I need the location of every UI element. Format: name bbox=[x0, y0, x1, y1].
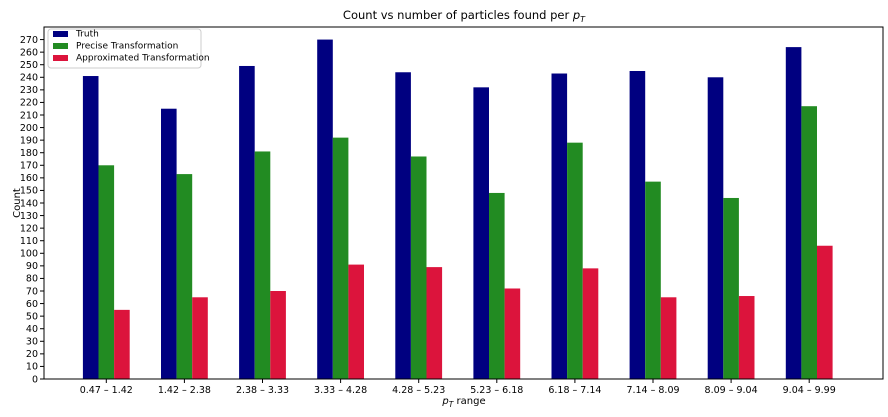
bar-3-3 bbox=[270, 291, 286, 379]
x-tick-label: 6.18 – 7.14 bbox=[548, 385, 601, 396]
bar-3-1 bbox=[114, 309, 130, 379]
bar-2-9 bbox=[723, 197, 739, 379]
y-tick-label: 180 bbox=[20, 148, 38, 159]
bar-2-7 bbox=[567, 142, 583, 379]
y-tick-label: 20 bbox=[26, 349, 38, 360]
x-tick-label: 5.23 – 6.18 bbox=[470, 385, 523, 396]
y-tick-label: 160 bbox=[20, 173, 38, 184]
bar-2-2 bbox=[176, 174, 193, 379]
bar-1-2 bbox=[161, 108, 177, 380]
x-tick-label: 9.04 – 9.99 bbox=[783, 385, 836, 396]
bar-1-7 bbox=[551, 73, 568, 379]
x-tick-label: 7.14 – 8.09 bbox=[626, 385, 679, 396]
y-tick-label: 170 bbox=[20, 161, 38, 172]
legend-label: Approximated Transformation bbox=[76, 54, 210, 64]
y-tick-label: 100 bbox=[20, 249, 38, 260]
x-tick-label: 1.42 – 2.38 bbox=[158, 385, 211, 396]
bar-1-1 bbox=[82, 76, 99, 379]
bar-2-10 bbox=[801, 106, 817, 379]
y-tick-label: 0 bbox=[32, 374, 38, 385]
y-tick-label: 70 bbox=[26, 286, 38, 297]
y-tick-label: 250 bbox=[20, 60, 38, 71]
y-tick-label: 10 bbox=[26, 362, 38, 373]
plot-frame bbox=[43, 26, 884, 380]
legend-swatch bbox=[53, 31, 68, 37]
bar-3-10 bbox=[817, 245, 833, 379]
bars-layer bbox=[82, 39, 833, 380]
x-tick-label: 0.47 – 1.42 bbox=[80, 385, 133, 396]
bar-1-8 bbox=[629, 71, 646, 379]
x-axis: 0.47 – 1.42 1.42 – 2.38 2.38 – 3.33 3.33 – … bbox=[80, 379, 836, 396]
chart-title: Count vs number of particles found per p… bbox=[343, 8, 586, 24]
y-tick-label: 210 bbox=[20, 110, 38, 121]
bar-3-6 bbox=[504, 288, 521, 379]
legend: Truth Precise Transformation Approximated … bbox=[47, 28, 210, 69]
y-tick-label: 90 bbox=[26, 261, 38, 272]
bar-3-5 bbox=[426, 267, 443, 379]
x-axis-label: pT range bbox=[441, 396, 485, 409]
y-tick-label: 30 bbox=[26, 337, 38, 348]
y-axis-label: Count bbox=[12, 188, 23, 218]
bar-1-6 bbox=[473, 87, 489, 379]
x-tick-label: 8.09 – 9.04 bbox=[705, 385, 758, 396]
y-tick-label: 200 bbox=[20, 123, 38, 134]
y-tick-label: 140 bbox=[20, 198, 38, 209]
y-tick-label: 120 bbox=[20, 223, 38, 234]
legend-swatch bbox=[53, 55, 68, 61]
legend-box bbox=[47, 28, 202, 69]
x-tick-label: 4.28 – 5.23 bbox=[392, 385, 445, 396]
legend-swatch bbox=[53, 43, 68, 49]
bar-3-2 bbox=[192, 297, 208, 379]
y-tick-label: 60 bbox=[26, 299, 38, 310]
bar-3-8 bbox=[660, 297, 677, 379]
bar-3-9 bbox=[738, 296, 755, 379]
bar-2-1 bbox=[98, 165, 115, 379]
y-tick-label: 80 bbox=[26, 274, 38, 285]
bar-2-4 bbox=[332, 137, 349, 379]
y-tick-label: 220 bbox=[20, 98, 38, 109]
y-tick-label: 110 bbox=[20, 236, 38, 247]
y-tick-label: 270 bbox=[20, 35, 38, 46]
y-tick-label: 150 bbox=[20, 186, 38, 197]
bar-2-8 bbox=[645, 181, 661, 379]
bar-1-5 bbox=[395, 72, 411, 379]
bar-3-4 bbox=[348, 264, 364, 379]
bar-2-3 bbox=[254, 151, 271, 379]
legend-label: Truth bbox=[75, 30, 99, 40]
y-tick-label: 50 bbox=[26, 311, 38, 322]
y-tick-label: 230 bbox=[20, 85, 38, 96]
bar-3-7 bbox=[582, 268, 599, 379]
y-tick-label: 260 bbox=[20, 47, 38, 58]
y-tick-label: 190 bbox=[20, 135, 38, 146]
bar-2-5 bbox=[410, 156, 427, 379]
x-tick-label: 2.38 – 3.33 bbox=[236, 385, 289, 396]
bar-1-9 bbox=[707, 77, 724, 379]
legend-label: Precise Transformation bbox=[76, 42, 178, 52]
y-tick-label: 130 bbox=[20, 211, 38, 222]
bar-1-4 bbox=[317, 39, 333, 379]
bar-1-3 bbox=[239, 65, 255, 379]
y-tick-label: 240 bbox=[20, 73, 38, 84]
bar-1-10 bbox=[785, 47, 802, 380]
y-tick-label: 40 bbox=[26, 324, 38, 335]
x-tick-label: 3.33 – 4.28 bbox=[314, 385, 367, 396]
bar-2-6 bbox=[489, 192, 505, 379]
